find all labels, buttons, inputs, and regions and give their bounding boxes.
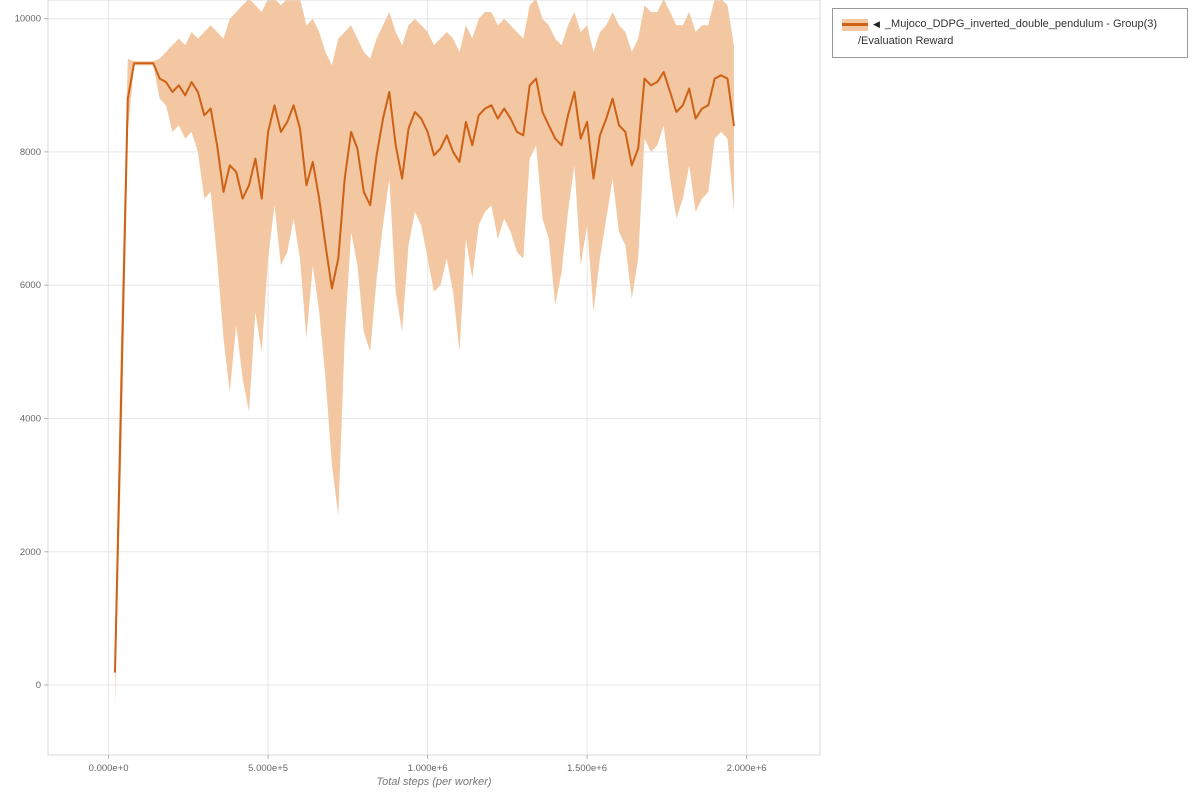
reward-chart[interactable]: 0.000e+0 5.000e+5 1.000e+6 1.500e+6 2.000e+6… [0, 0, 830, 800]
x-tick-label: 5.000e+5 [248, 763, 288, 774]
confidence-band [115, 0, 734, 705]
x-tick-label: 2.000e+6 [727, 763, 767, 774]
legend-line-swatch [842, 23, 868, 27]
y-tick-label: 0 [36, 680, 41, 691]
plot-border [47, 0, 821, 756]
x-axis-title: Total steps (per worker) [376, 776, 492, 788]
y-tick-label: 6000 [20, 280, 41, 291]
x-tick-label: 0.000e+0 [89, 763, 129, 774]
y-tick-label: 8000 [20, 147, 41, 158]
y-tick-label: 10000 [15, 14, 41, 25]
y-tick-label: 4000 [20, 414, 41, 425]
legend-row[interactable]: ◀ _Mujoco_DDPG_inverted_double_pendulum … [842, 16, 1178, 33]
plot-canvas[interactable]: 0.000e+0 5.000e+5 1.000e+6 1.500e+6 2.000e+6… [0, 0, 830, 800]
y-tick-label: 2000 [20, 547, 41, 558]
legend-metric-label: /Evaluation Reward [858, 35, 954, 48]
mean-line [114, 62, 735, 673]
legend-band-swatch [842, 18, 868, 31]
legend-series-label: _Mujoco_DDPG_inverted_double_pendulum - … [884, 18, 1158, 30]
x-tick-label: 1.000e+6 [408, 763, 448, 774]
legend[interactable]: ◀ _Mujoco_DDPG_inverted_double_pendulum … [832, 8, 1188, 59]
x-tick-label: 1.500e+6 [567, 763, 607, 774]
collapse-triangle-icon[interactable]: ◀ [873, 18, 880, 29]
